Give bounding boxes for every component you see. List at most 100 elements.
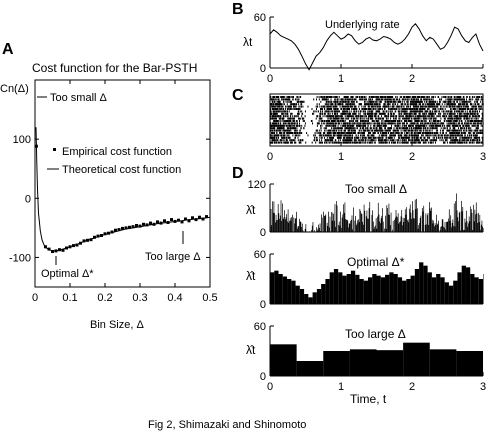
spike [370,108,371,110]
spike [454,132,456,134]
spike [339,132,341,134]
d1-bar [459,211,461,232]
spike [322,141,323,144]
spike [414,105,416,108]
spike [327,132,329,134]
spike [279,108,281,110]
spike [405,110,407,113]
spike [444,127,446,130]
spike [275,117,277,120]
spike [325,120,327,122]
spike [324,110,326,113]
spike [358,108,360,110]
spike [344,115,346,118]
d1-bar [368,208,370,232]
d1-bar [420,215,422,232]
spike [441,122,443,125]
spike [481,108,483,110]
spike [352,115,354,118]
d1-bar [413,218,415,232]
spike [337,136,339,139]
spike [436,122,438,125]
spike [470,134,472,137]
spike [413,134,415,137]
spike [386,115,388,118]
spike [362,139,364,142]
spike [328,110,330,113]
spike [475,110,476,113]
spike [427,136,429,139]
spike [481,120,483,122]
spike [279,132,281,134]
spike [368,141,370,144]
spike [407,117,409,120]
d1-bar [321,217,323,232]
spike [365,127,367,130]
spike [404,141,406,144]
spike [406,120,407,122]
spike [376,108,378,110]
spike [435,124,436,127]
spike [363,112,365,115]
spike [425,115,427,118]
spike [272,136,274,139]
d1-bar [297,226,299,232]
spike [447,110,449,113]
spike [473,122,475,125]
spike [338,120,340,122]
a-xtick-label: 0.5 [202,292,217,304]
d1-bar [396,216,398,232]
spike [373,132,375,134]
spike [471,124,473,127]
spike [462,136,463,139]
d2-bar [346,274,351,304]
d1-bar [460,230,461,232]
spike [393,122,395,125]
spike [365,124,367,127]
d1-bar [357,220,359,232]
spike [329,108,331,110]
spike [341,98,342,101]
spike [431,115,433,118]
d1-bar [354,220,356,232]
spike [380,124,382,127]
spike [475,105,477,108]
spike [375,117,377,120]
spike [428,132,430,134]
spike [371,96,373,98]
spike [421,100,423,103]
spike [449,98,451,101]
spike [468,124,470,127]
spike [327,115,329,118]
spike [272,141,274,144]
spike [409,112,411,115]
spike [436,127,438,130]
spike [291,127,293,130]
d1-bar [460,200,462,232]
spike [422,127,424,130]
d1-bar [359,209,361,232]
spike [334,141,336,144]
spike [329,105,331,108]
spike [341,115,342,118]
spike [452,105,454,108]
spike [451,122,453,125]
spike [389,98,390,101]
spike [427,103,429,106]
spike [397,100,399,103]
d1-bar [478,212,479,232]
spike [331,122,333,125]
spike [285,136,287,139]
panel-a-ylabel: Cn(Δ) [0,83,29,95]
spike [420,103,421,106]
spike [290,108,292,110]
d1-bar [348,223,350,232]
spike [408,98,410,101]
spike [340,120,342,122]
spike [330,122,332,125]
spike [366,103,368,106]
spike [304,110,306,113]
spike [320,108,322,110]
spike [276,136,278,139]
spike [271,115,273,118]
